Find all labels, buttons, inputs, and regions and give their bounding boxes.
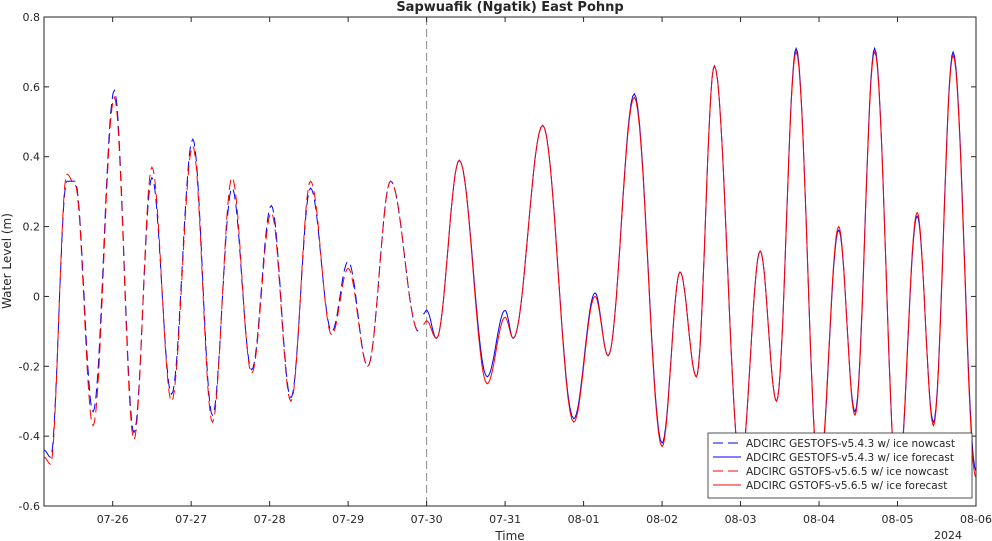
x-tick-label: 08-02 [646, 513, 678, 526]
x-tick-label: 07-26 [97, 513, 129, 526]
y-tick-label: 0.4 [23, 151, 41, 164]
x-tick-label: 07-30 [411, 513, 443, 526]
x-tick-label: 08-04 [803, 513, 835, 526]
legend-label-2: ADCIRC GESTOFS-v5.4.3 w/ ice forecast [746, 452, 954, 464]
x-tick-label: 08-01 [568, 513, 600, 526]
legend-label-1: ADCIRC GESTOFS-v5.4.3 w/ ice nowcast [746, 438, 955, 450]
y-tick-label: 0 [33, 290, 40, 303]
legend-label-3: ADCIRC GSTOFS-v5.6.5 w/ ice nowcast [746, 466, 948, 478]
y-tick-label: 0.8 [23, 11, 41, 24]
series-line-4 [423, 50, 976, 490]
legend-label-4: ADCIRC GSTOFS-v5.6.5 w/ ice forecast [746, 480, 947, 492]
y-tick-label: -0.2 [19, 360, 40, 373]
x-tick-label: 07-31 [489, 513, 521, 526]
x-tick-label: 08-03 [725, 513, 757, 526]
x-year-label: 2024 [934, 529, 962, 541]
x-axis-label: Time [494, 529, 524, 541]
x-tick-label: 07-29 [332, 513, 364, 526]
x-tick-label: 07-28 [254, 513, 286, 526]
y-tick-label: -0.4 [19, 430, 40, 443]
y-tick-label: 0.2 [23, 221, 41, 234]
chart-title: Sapwuafik (Ngatik) East Pohnp [396, 0, 623, 15]
x-tick-label: 07-27 [175, 513, 207, 526]
legend-box [707, 432, 973, 499]
x-tick-label: 08-06 [960, 513, 992, 526]
y-tick-label: 0.6 [23, 81, 41, 94]
legend: ADCIRC GESTOFS-v5.4.3 w/ ice nowcast ADCI… [707, 432, 973, 499]
series-line-3 [44, 95, 419, 465]
x-tick-label: 08-05 [882, 513, 914, 526]
y-axis-label: Water Level (m) [0, 213, 14, 309]
y-tick-label: -0.6 [19, 500, 40, 513]
plot-frame [43, 16, 977, 507]
